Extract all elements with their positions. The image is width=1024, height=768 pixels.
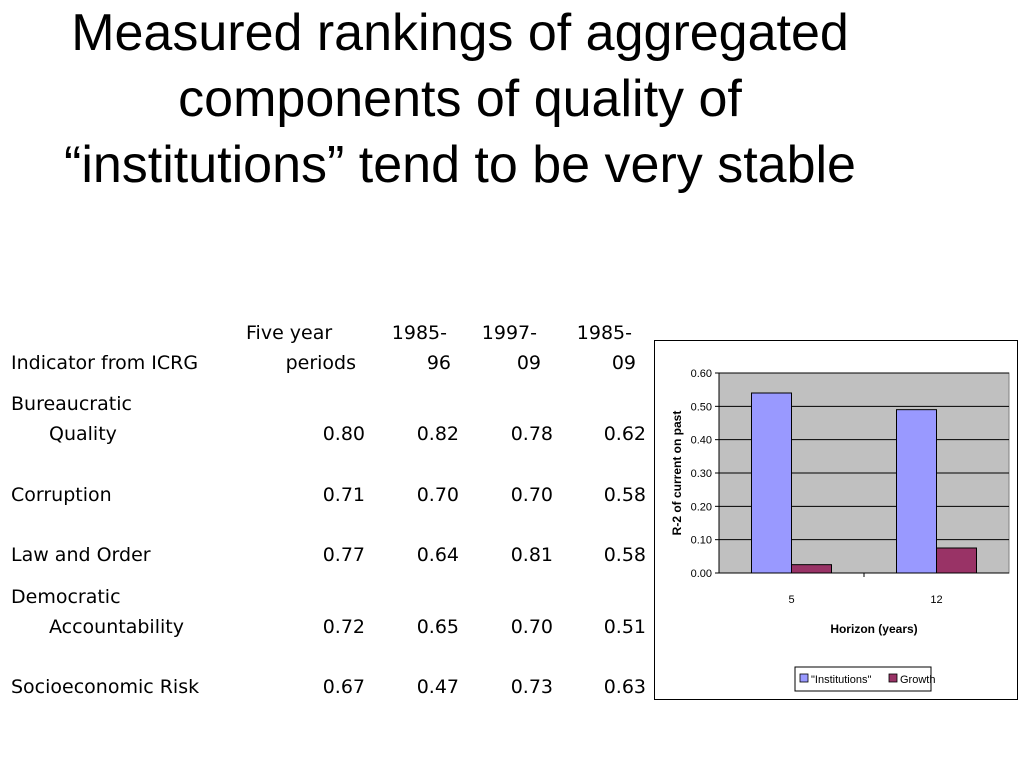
y-tick-label: 0.40	[691, 435, 712, 447]
header-1985-09: 1985- 09	[556, 318, 636, 378]
cell-1985-09: 0.51	[603, 616, 646, 638]
y-tick-label: 0.60	[691, 368, 712, 380]
cell-1985-96: 0.82	[416, 423, 459, 445]
bar-growth-12	[936, 547, 977, 574]
cell-five-year: 0.80	[322, 423, 365, 445]
header-1997-09-line2: 09	[516, 352, 541, 374]
row-label: Democratic Accountability	[11, 582, 184, 642]
cell-1985-09: 0.63	[603, 676, 646, 698]
x-tick-label: 5	[788, 594, 794, 606]
cell-1997-09: 0.78	[510, 423, 553, 445]
bar-growth-5	[791, 564, 832, 574]
header-1997-09-line1: 1997-	[481, 322, 537, 344]
cell-1997-09: 0.73	[510, 676, 553, 698]
cell-1997-09: 0.70	[510, 616, 553, 638]
row-label-line1: Corruption	[11, 484, 112, 506]
y-tick-label: 0.50	[691, 401, 712, 413]
legend: "Institutions" Growth	[794, 666, 935, 692]
legend-label: Growth	[900, 674, 935, 686]
x-axis-label: Horizon (years)	[830, 622, 917, 636]
row-label-line1: Socioeconomic Risk	[11, 676, 200, 698]
chart-svg: 0.00 0.10 0.20 0.30 0.40 0.50 0.60 5 12 R-2 of …	[670, 368, 1010, 692]
x-tick-label: 12	[930, 594, 942, 606]
legend-label: "Institutions"	[811, 674, 871, 686]
cell-1985-96: 0.64	[416, 544, 459, 566]
header-1997-09: 1997- 09	[461, 318, 541, 378]
cell-1985-96: 0.47	[416, 676, 459, 698]
y-tick-labels: 0.00 0.10 0.20 0.30 0.40 0.50 0.60	[691, 368, 712, 580]
cell-1985-09: 0.58	[603, 484, 646, 506]
cell-five-year: 0.71	[322, 484, 365, 506]
header-1985-09-line1: 1985-	[576, 322, 632, 344]
cell-1985-09: 0.62	[603, 423, 646, 445]
row-label-line1: Democratic	[11, 586, 121, 608]
bars	[751, 392, 977, 574]
title-line-1: Measured rankings of aggregated	[71, 4, 849, 62]
r2-bar-chart: 0.00 0.10 0.20 0.30 0.40 0.50 0.60 5 12 R-2 of …	[654, 340, 1018, 700]
y-axis-label: R-2 of current on past	[670, 411, 684, 536]
header-five-year-line2: periods	[285, 352, 356, 374]
title-line-2: components of quality of	[178, 70, 742, 128]
cell-1985-96: 0.65	[416, 616, 459, 638]
slide-title: Measured rankings of aggregated componen…	[0, 0, 920, 198]
legend-box	[794, 666, 932, 692]
table-header: Indicator from ICRG Five year periods 19…	[11, 318, 651, 378]
row-label: Law and Order	[11, 540, 151, 570]
row-label: Bureaucratic Quality	[11, 389, 132, 449]
cell-1985-96: 0.70	[416, 484, 459, 506]
cell-five-year: 0.67	[322, 676, 365, 698]
y-tick-label: 0.00	[691, 568, 712, 580]
header-1985-96-line2: 96	[426, 352, 451, 374]
row-label: Socioeconomic Risk	[11, 672, 199, 702]
legend-swatch	[888, 673, 898, 683]
row-label-line2: Accountability	[49, 616, 184, 638]
cell-1985-09: 0.58	[603, 544, 646, 566]
header-1985-96-line1: 1985-	[391, 322, 447, 344]
cell-1997-09: 0.70	[510, 484, 553, 506]
row-label-line1: Bureaucratic	[11, 393, 132, 415]
y-tick-label: 0.30	[691, 468, 712, 480]
y-tick-label: 0.20	[691, 501, 712, 513]
cell-five-year: 0.72	[322, 616, 365, 638]
cell-1997-09: 0.81	[510, 544, 553, 566]
x-tick-labels: 5 12	[788, 573, 943, 606]
row-label-line1: Law and Order	[11, 544, 151, 566]
bar-institutions-12	[896, 409, 937, 574]
y-tick-label: 0.10	[691, 535, 712, 547]
row-label: Corruption	[11, 480, 112, 510]
bar-institutions-5	[751, 392, 792, 574]
header-indicator: Indicator from ICRG	[11, 352, 199, 374]
legend-swatch	[799, 673, 809, 683]
header-1985-96: 1985- 96	[371, 318, 451, 378]
cell-five-year: 0.77	[322, 544, 365, 566]
header-five-year-line1: Five year	[246, 322, 333, 344]
row-label-line2: Quality	[49, 423, 117, 445]
header-1985-09-line2: 09	[611, 352, 636, 374]
title-line-3: “institutions” tend to be very stable	[64, 136, 856, 194]
header-five-year: Five year periods	[236, 318, 356, 378]
